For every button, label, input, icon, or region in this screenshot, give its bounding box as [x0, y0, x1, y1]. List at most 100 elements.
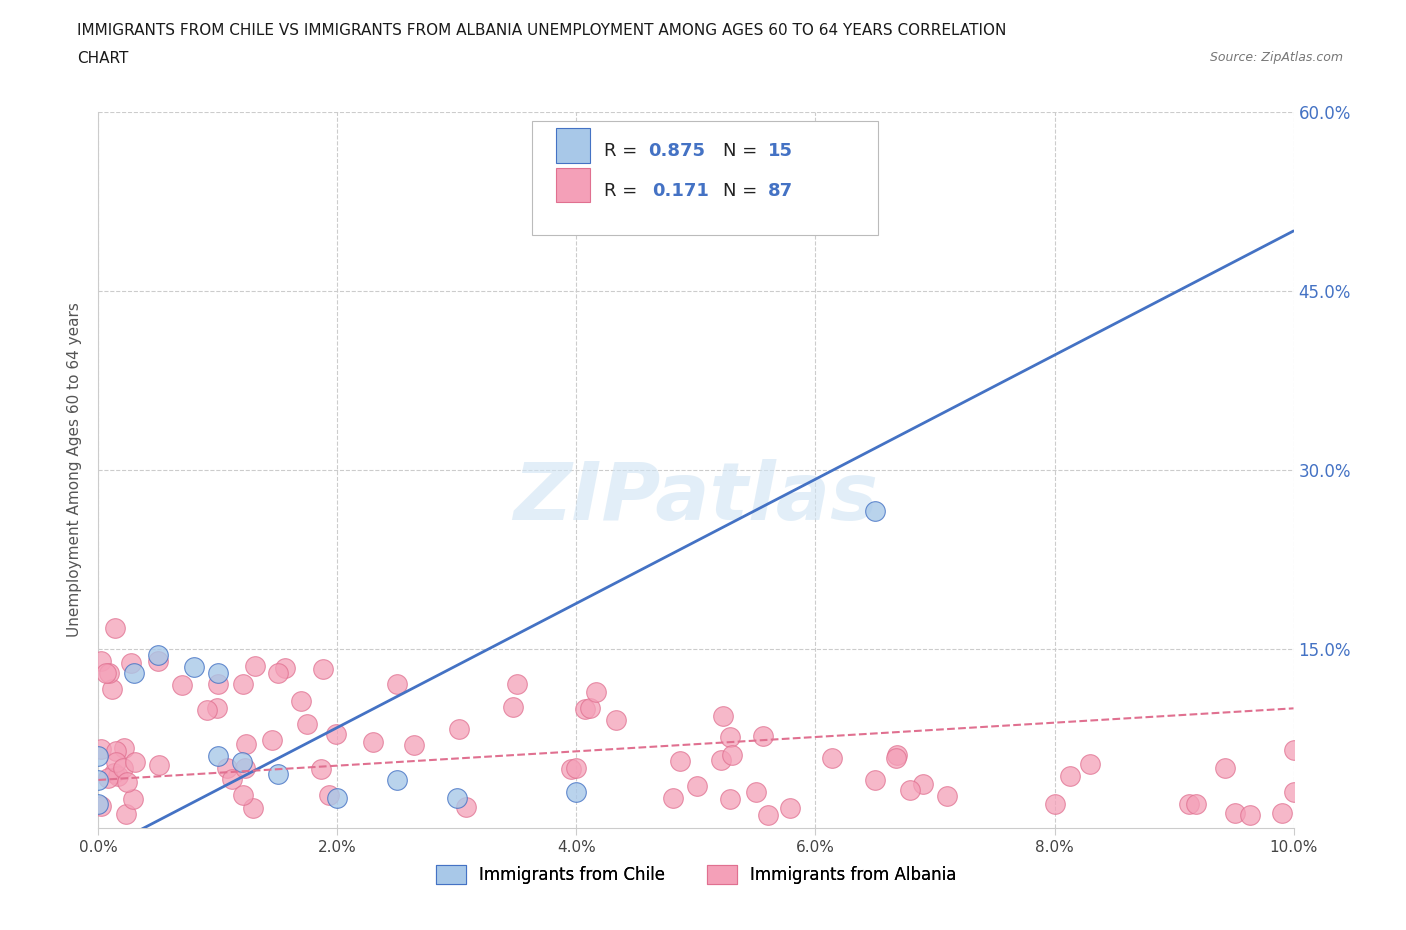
Point [217, 761, 239, 776]
Point [404, 737, 426, 752]
Text: R =: R = [605, 142, 643, 160]
Point [87, 773, 110, 788]
Point [94, 666, 117, 681]
Point [565, 785, 588, 800]
Text: N =: N = [724, 182, 763, 200]
FancyBboxPatch shape [557, 128, 589, 163]
Point [605, 712, 627, 727]
Point [1043, 796, 1066, 811]
Point [1178, 796, 1201, 811]
Point [148, 758, 170, 773]
Point [1059, 769, 1081, 784]
Point [898, 782, 921, 797]
Point [1239, 808, 1261, 823]
Point [668, 753, 690, 768]
Point [361, 735, 384, 750]
Point [233, 761, 256, 776]
Point [243, 658, 266, 673]
Point [115, 806, 138, 821]
Text: N =: N = [724, 142, 763, 160]
Point [865, 504, 887, 519]
Point [105, 743, 128, 758]
FancyBboxPatch shape [533, 121, 877, 234]
Point [720, 791, 742, 806]
Point [231, 754, 253, 769]
Point [97, 665, 120, 680]
Point [579, 700, 602, 715]
Point [103, 765, 125, 780]
Point [87, 749, 110, 764]
Point [935, 788, 957, 803]
Point [101, 682, 124, 697]
Point [232, 787, 254, 802]
Point [1271, 805, 1294, 820]
Point [456, 799, 478, 814]
Point [756, 807, 779, 822]
Point [90, 741, 112, 756]
Text: ZIPatlas: ZIPatlas [513, 459, 879, 538]
Point [112, 740, 135, 755]
Point [585, 684, 607, 699]
Point [318, 788, 340, 803]
Text: CHART: CHART [77, 51, 129, 66]
Point [267, 665, 290, 680]
Point [267, 766, 290, 781]
Point [232, 677, 254, 692]
Point [221, 772, 243, 787]
Point [447, 722, 470, 737]
FancyBboxPatch shape [557, 167, 589, 202]
Point [115, 775, 138, 790]
Point [865, 773, 887, 788]
Point [205, 700, 228, 715]
Point [506, 677, 529, 692]
Point [148, 647, 170, 662]
Point [183, 659, 205, 674]
Point [148, 653, 170, 668]
Point [385, 773, 409, 788]
Point [87, 796, 110, 811]
Point [502, 699, 524, 714]
Point [97, 771, 120, 786]
Point [235, 737, 257, 751]
Point [718, 729, 741, 744]
Point [1282, 743, 1305, 758]
Point [886, 748, 908, 763]
Y-axis label: Unemployment Among Ages 60 to 64 years: Unemployment Among Ages 60 to 64 years [67, 302, 83, 637]
Point [325, 727, 347, 742]
Point [721, 748, 744, 763]
Point [911, 777, 934, 791]
Point [446, 790, 468, 805]
Point [274, 660, 297, 675]
Point [104, 621, 127, 636]
Point [565, 761, 588, 776]
Text: 87: 87 [768, 182, 793, 200]
Point [105, 754, 128, 769]
Point [745, 785, 768, 800]
Point [111, 761, 134, 776]
Point [326, 790, 349, 805]
Text: R =: R = [605, 182, 648, 200]
Point [752, 728, 775, 743]
Text: 0.171: 0.171 [652, 182, 709, 200]
Point [122, 791, 145, 806]
Point [309, 762, 332, 777]
Point [1213, 761, 1236, 776]
Point [295, 716, 318, 731]
Point [290, 693, 312, 708]
Point [124, 665, 146, 680]
Point [560, 762, 582, 777]
Point [820, 751, 842, 765]
Point [1078, 757, 1101, 772]
Point [207, 749, 229, 764]
Text: 15: 15 [768, 142, 793, 160]
Point [260, 733, 283, 748]
Point [1185, 796, 1208, 811]
Point [90, 799, 112, 814]
Point [120, 656, 142, 671]
Point [207, 665, 229, 680]
Legend: Immigrants from Chile, Immigrants from Albania: Immigrants from Chile, Immigrants from A… [429, 858, 963, 891]
Point [884, 751, 907, 765]
Point [312, 662, 335, 677]
Point [779, 801, 801, 816]
Point [242, 800, 264, 815]
